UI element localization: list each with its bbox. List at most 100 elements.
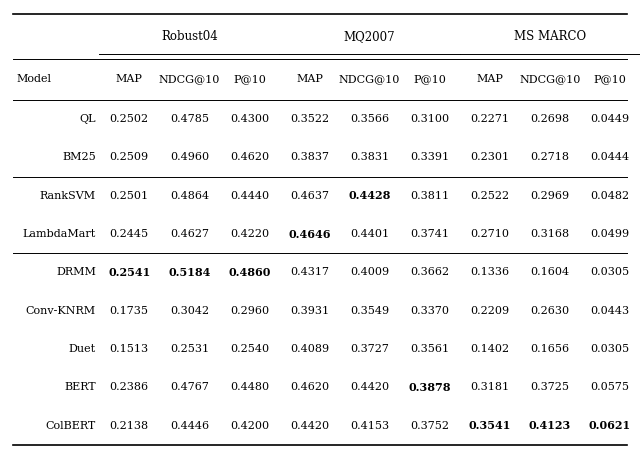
Text: 0.4646: 0.4646 [288, 228, 331, 240]
Text: MAP: MAP [296, 74, 323, 84]
Text: 0.3725: 0.3725 [531, 382, 570, 392]
Text: 0.2271: 0.2271 [470, 114, 509, 124]
Text: 0.4864: 0.4864 [170, 191, 209, 201]
Text: 0.4401: 0.4401 [350, 229, 389, 239]
Text: 0.1656: 0.1656 [531, 344, 570, 354]
Text: 0.2630: 0.2630 [531, 306, 570, 316]
Text: 0.3811: 0.3811 [410, 191, 449, 201]
Text: 0.2386: 0.2386 [109, 382, 149, 392]
Text: BM25: BM25 [62, 153, 96, 163]
Text: 0.3837: 0.3837 [290, 153, 329, 163]
Text: 0.4089: 0.4089 [290, 344, 329, 354]
Text: 0.3752: 0.3752 [410, 421, 449, 431]
Text: 0.3370: 0.3370 [410, 306, 449, 316]
Text: P@10: P@10 [593, 74, 627, 84]
Text: 0.4123: 0.4123 [529, 420, 571, 431]
Text: 0.1336: 0.1336 [470, 267, 509, 277]
Text: 0.4220: 0.4220 [230, 229, 269, 239]
Text: Conv-KNRM: Conv-KNRM [26, 306, 96, 316]
Text: 0.2960: 0.2960 [230, 306, 269, 316]
Text: NDCG@10: NDCG@10 [339, 74, 400, 84]
Text: 0.2509: 0.2509 [109, 153, 149, 163]
Text: 0.4620: 0.4620 [290, 382, 329, 392]
Text: 0.3741: 0.3741 [410, 229, 449, 239]
Text: 0.4860: 0.4860 [228, 267, 271, 278]
Text: 0.1604: 0.1604 [531, 267, 570, 277]
Text: 0.2710: 0.2710 [470, 229, 509, 239]
Text: 0.3522: 0.3522 [290, 114, 329, 124]
Text: Model: Model [16, 74, 51, 84]
Text: 0.3662: 0.3662 [410, 267, 449, 277]
Text: 0.0443: 0.0443 [590, 306, 630, 316]
Text: 0.4785: 0.4785 [170, 114, 209, 124]
Text: 0.0444: 0.0444 [590, 153, 630, 163]
Text: 0.2531: 0.2531 [170, 344, 209, 354]
Text: 0.4480: 0.4480 [230, 382, 269, 392]
Text: 0.3878: 0.3878 [408, 382, 451, 393]
Text: 0.1513: 0.1513 [109, 344, 149, 354]
Text: 0.0482: 0.0482 [590, 191, 630, 201]
Text: 0.4637: 0.4637 [290, 191, 329, 201]
Text: 0.0621: 0.0621 [589, 420, 631, 431]
Text: 0.4420: 0.4420 [290, 421, 329, 431]
Text: 0.0575: 0.0575 [591, 382, 630, 392]
Text: 0.3181: 0.3181 [470, 382, 509, 392]
Text: 0.4153: 0.4153 [350, 421, 389, 431]
Text: 0.2301: 0.2301 [470, 153, 509, 163]
Text: 0.0449: 0.0449 [590, 114, 630, 124]
Text: 0.2138: 0.2138 [109, 421, 149, 431]
Text: 0.3549: 0.3549 [350, 306, 389, 316]
Text: 0.1735: 0.1735 [109, 306, 148, 316]
Text: 0.2209: 0.2209 [470, 306, 509, 316]
Text: QL: QL [79, 114, 96, 124]
Text: MAP: MAP [476, 74, 503, 84]
Text: 0.0499: 0.0499 [590, 229, 630, 239]
Text: 0.2698: 0.2698 [531, 114, 570, 124]
Text: 0.0305: 0.0305 [590, 344, 630, 354]
Text: MAP: MAP [116, 74, 143, 84]
Text: 0.4627: 0.4627 [170, 229, 209, 239]
Text: 0.4300: 0.4300 [230, 114, 269, 124]
Text: 0.4200: 0.4200 [230, 421, 269, 431]
Text: 0.2522: 0.2522 [470, 191, 509, 201]
Text: 0.4446: 0.4446 [170, 421, 209, 431]
Text: 0.4420: 0.4420 [350, 382, 389, 392]
Text: DRMM: DRMM [56, 267, 96, 277]
Text: 0.2541: 0.2541 [108, 267, 150, 278]
Text: MS MARCO: MS MARCO [514, 30, 586, 43]
Text: 0.2445: 0.2445 [109, 229, 149, 239]
Text: NDCG@10: NDCG@10 [519, 74, 580, 84]
Text: 0.4960: 0.4960 [170, 153, 209, 163]
Text: 0.2501: 0.2501 [109, 191, 149, 201]
Text: 0.3541: 0.3541 [468, 420, 511, 431]
Text: 0.4009: 0.4009 [350, 267, 389, 277]
Text: 0.4767: 0.4767 [170, 382, 209, 392]
Text: LambdaMart: LambdaMart [23, 229, 96, 239]
Text: P@10: P@10 [413, 74, 446, 84]
Text: 0.3042: 0.3042 [170, 306, 209, 316]
Text: RankSVM: RankSVM [40, 191, 96, 201]
Text: 0.2502: 0.2502 [109, 114, 149, 124]
Text: 0.4317: 0.4317 [290, 267, 329, 277]
Text: 0.0305: 0.0305 [590, 267, 630, 277]
Text: 0.1402: 0.1402 [470, 344, 509, 354]
Text: 0.3561: 0.3561 [410, 344, 449, 354]
Text: 0.3168: 0.3168 [531, 229, 570, 239]
Text: 0.3100: 0.3100 [410, 114, 449, 124]
Text: 0.4428: 0.4428 [348, 190, 391, 201]
Text: 0.3931: 0.3931 [290, 306, 329, 316]
Text: 0.3831: 0.3831 [350, 153, 389, 163]
Text: BERT: BERT [65, 382, 96, 392]
Text: 0.2540: 0.2540 [230, 344, 269, 354]
Text: NDCG@10: NDCG@10 [159, 74, 220, 84]
Text: 0.3566: 0.3566 [350, 114, 389, 124]
Text: Duet: Duet [69, 344, 96, 354]
Text: 0.2718: 0.2718 [531, 153, 570, 163]
Text: 0.4620: 0.4620 [230, 153, 269, 163]
Text: Robust04: Robust04 [161, 30, 218, 43]
Text: P@10: P@10 [233, 74, 266, 84]
Text: 0.3727: 0.3727 [350, 344, 389, 354]
Text: ColBERT: ColBERT [45, 421, 96, 431]
Text: 0.2969: 0.2969 [531, 191, 570, 201]
Text: MQ2007: MQ2007 [344, 30, 396, 43]
